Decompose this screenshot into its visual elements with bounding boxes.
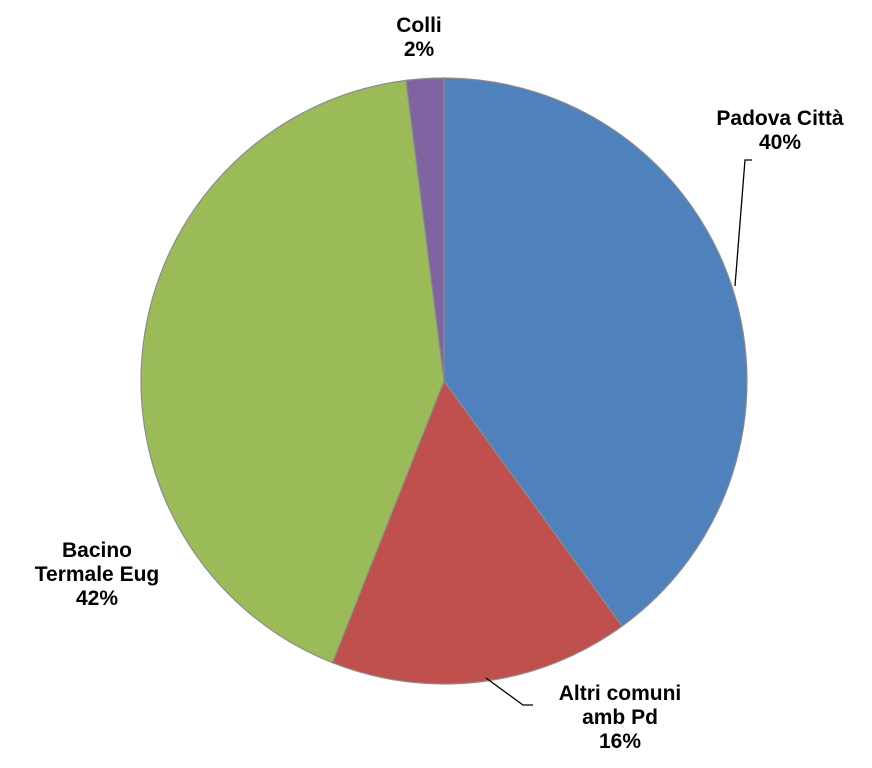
pie-slice-altri-comuni-amb-pd	[331, 379, 623, 685]
slice-name-label: Altri comuni	[559, 682, 682, 705]
leader-line-padova-citta	[734, 159, 752, 287]
slice-name-label: amb Pd	[582, 706, 658, 729]
data-label-colli: Colli 2%	[396, 14, 442, 61]
pie-slice-colli	[405, 77, 445, 382]
slice-percent-label: 16%	[599, 730, 641, 753]
leader-line-altri-comuni-amb-pd	[485, 677, 533, 706]
slice-labels: Padova Città 40% Altri comuni amb Pd 16% Baci…	[35, 14, 844, 753]
data-label-padova-citta: Padova Città 40%	[716, 107, 844, 154]
slice-percent-label: 42%	[76, 587, 118, 610]
slice-percent-label: 2%	[404, 38, 435, 61]
slice-name-label: Bacino	[62, 539, 132, 562]
pie-slice-padova-citta	[443, 77, 748, 627]
slice-name-label: Termale Eug	[35, 563, 159, 586]
slice-name-label: Colli	[396, 14, 442, 37]
data-label-bacino-termale-eug: Bacino Termale Eug 42%	[35, 539, 159, 610]
data-label-altri-comuni-amb-pd: Altri comuni amb Pd 16%	[559, 682, 682, 753]
slice-percent-label: 40%	[759, 131, 801, 154]
pie-slice-bacino-termale-eug	[140, 79, 445, 664]
slice-name-label: Padova Città	[716, 107, 844, 130]
leader-lines	[485, 159, 752, 706]
pie-slices	[140, 77, 748, 685]
